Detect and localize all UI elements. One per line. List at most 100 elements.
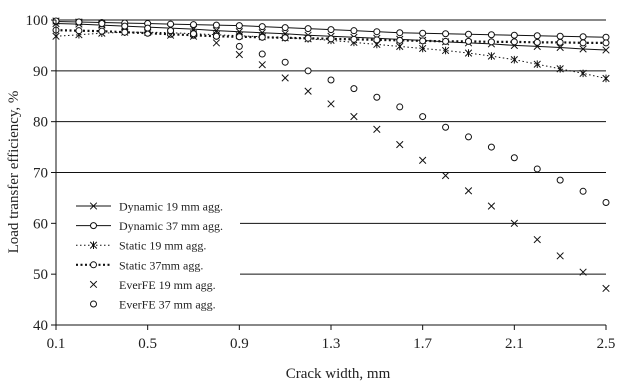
gridlines (56, 19, 606, 275)
data-point (510, 31, 518, 39)
data-point (121, 28, 129, 36)
data-point (556, 252, 564, 260)
data-point (442, 123, 450, 131)
data-point (350, 85, 358, 93)
data-point (304, 87, 312, 95)
data-point (281, 24, 289, 32)
data-point (487, 38, 495, 46)
data-point (258, 50, 266, 58)
data-point (419, 44, 427, 53)
data-point (579, 69, 587, 78)
data-point (281, 58, 289, 66)
data-point (396, 140, 404, 149)
data-point (281, 34, 289, 42)
data-point (556, 65, 564, 73)
data-point (281, 74, 289, 82)
data-point (212, 32, 220, 40)
y-tick-label: 100 (26, 13, 49, 29)
data-point (533, 165, 541, 173)
data-point (579, 187, 587, 195)
legend-item: Static 19 mm agg. (76, 239, 206, 253)
y-axis-label: Load transfer efficiency, % (6, 91, 22, 254)
data-point (556, 176, 564, 184)
data-point (258, 23, 266, 31)
series-layer (52, 17, 610, 293)
data-point (396, 42, 404, 51)
data-point (487, 31, 495, 39)
data-point (235, 22, 243, 30)
data-point (533, 235, 541, 244)
data-point (556, 43, 564, 52)
x-axis-label: Crack width, mm (286, 366, 391, 382)
x-tick-label: 2.1 (505, 336, 524, 352)
data-point (465, 133, 472, 141)
data-point (602, 198, 610, 206)
data-point (487, 52, 496, 60)
data-point (98, 20, 106, 28)
legend-label: Static 37mm agg. (119, 258, 203, 272)
data-point (144, 24, 152, 32)
data-point (579, 39, 587, 47)
legend-marker (89, 280, 98, 289)
legend-marker (89, 202, 98, 210)
data-point (556, 32, 564, 40)
y-tick-label: 70 (33, 166, 48, 182)
y-tick-label: 80 (33, 115, 48, 131)
data-point (487, 202, 496, 210)
data-point (373, 28, 381, 36)
data-point (464, 187, 473, 195)
data-point (350, 112, 358, 121)
legend-item: EverFE 19 mm agg. (89, 278, 216, 292)
data-point (396, 36, 404, 44)
data-point (556, 38, 564, 46)
x-tick-label: 1.7 (413, 336, 432, 352)
y-tick-labels: 40 50 60 70 80 90 100 (26, 13, 56, 334)
y-tick-label: 60 (33, 216, 48, 232)
legend-item: Dynamic 37 mm agg. (76, 219, 223, 233)
data-point (579, 33, 587, 41)
data-point (212, 21, 220, 29)
y-tick-label: 90 (33, 64, 48, 80)
data-point (533, 38, 541, 46)
data-point (167, 20, 175, 28)
legend-marker (90, 261, 97, 269)
data-point (373, 36, 381, 44)
data-point (373, 93, 381, 101)
data-point (465, 37, 472, 45)
data-point (464, 49, 473, 57)
legend-item: Dynamic 19 mm agg. (76, 200, 223, 214)
data-point (304, 25, 312, 33)
data-point (533, 60, 541, 69)
legend-label: Static 19 mm agg. (119, 239, 206, 253)
data-point (419, 113, 427, 121)
data-point (442, 37, 450, 45)
data-point (441, 46, 450, 55)
data-point (121, 22, 129, 30)
data-point (212, 39, 221, 47)
data-point (75, 18, 83, 26)
data-point (419, 29, 427, 37)
data-point (258, 33, 266, 41)
x-tick-label: 2.5 (597, 336, 616, 352)
data-point (419, 156, 427, 164)
data-point (190, 21, 197, 29)
data-point (327, 35, 335, 43)
data-point (258, 61, 266, 69)
data-point (327, 76, 335, 84)
data-point (373, 125, 381, 133)
data-point (487, 143, 495, 151)
data-point (510, 219, 518, 227)
data-point (602, 284, 610, 293)
legend-label: EverFE 37 mm agg. (119, 298, 216, 312)
data-point (510, 55, 518, 64)
data-point (235, 33, 243, 41)
data-point (510, 154, 518, 162)
legend-label: Dynamic 37 mm agg. (119, 219, 223, 233)
data-point (98, 27, 106, 35)
series-2 (52, 18, 610, 41)
data-point (190, 30, 197, 38)
data-point (465, 30, 472, 38)
legend-item: Static 37mm agg. (76, 258, 203, 272)
data-point (167, 27, 175, 35)
